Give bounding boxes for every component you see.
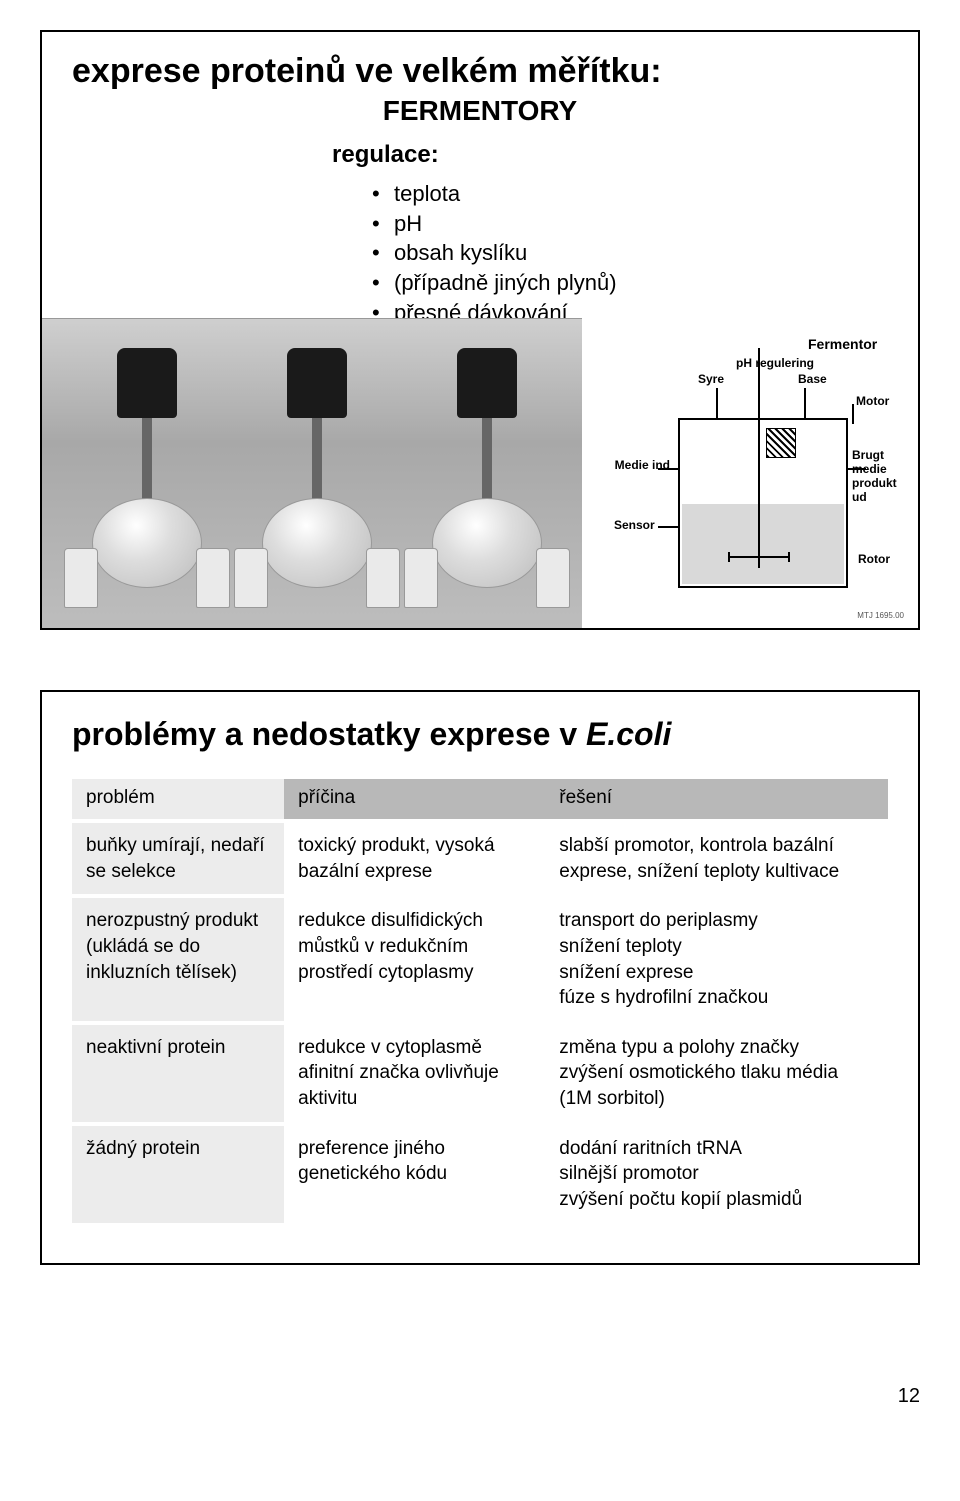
diagram-credit: MTJ 1695.00 [857,611,904,620]
fermentor-photo [42,318,582,628]
panel1-title: exprese proteinů ve velkém měřítku: [72,52,888,91]
diagram-label-rotor: Rotor [858,552,890,566]
cell-cause: toxický produkt, vysoká bazální exprese [284,821,545,896]
cell-problem: žádný protein [72,1124,284,1223]
panel1-subtitle: FERMENTORY [72,95,888,127]
th-problem: problém [72,779,284,821]
fermentor-diagram: Fermentor Syre pH regulering Base Motor … [608,328,908,618]
table-row: nerozpustný produkt (ukládá se do inkluz… [72,896,888,1023]
cell-solution: dodání raritních tRNAsilnější promotorzv… [545,1124,888,1223]
list-item: teplota [372,179,888,209]
cell-problem: neaktivní protein [72,1023,284,1124]
diagram-label-sensor: Sensor [614,518,655,532]
cell-problem: nerozpustný produkt (ukládá se do inkluz… [72,896,284,1023]
cell-solution: transport do periplasmysnížení teplotysn… [545,896,888,1023]
fermentor-unit [412,348,562,608]
table-row: žádný protein preference jiného genetick… [72,1124,888,1223]
th-solution: řešení [545,779,888,821]
panel2-title: problémy a nedostatky exprese v E.coli [72,716,888,753]
cell-cause: preference jiného genetického kódu [284,1124,545,1223]
diagram-label-fermentor: Fermentor [808,336,877,352]
th-cause: příčina [284,779,545,821]
page-number: 12 [0,1345,960,1428]
title-species: E.coli [586,716,671,752]
fermentor-unit [242,348,392,608]
regulation-list: teplota pH obsah kyslíku (případně jinýc… [372,179,888,327]
diagram-label-syre: Syre [698,372,724,386]
diagram-label-motor: Motor [856,394,889,408]
cell-cause: redukce v cytoplasměafinitní značka ovli… [284,1023,545,1124]
cell-cause: redukce disulfidických můstků v redukční… [284,896,545,1023]
problems-table: problém příčina řešení buňky umírají, ne… [72,779,888,1223]
list-item: obsah kyslíku [372,238,888,268]
diagram-heater [766,428,796,458]
cell-solution: slabší promotor, kontrola bazální expres… [545,821,888,896]
diagram-label-base: Base [798,372,827,386]
problems-panel: problémy a nedostatky exprese v E.coli p… [40,690,920,1265]
title-prefix: problémy a nedostatky exprese v [72,716,586,752]
cell-problem: buňky umírají, nedaří se selekce [72,821,284,896]
diagram-label-ph: pH regulering [736,356,814,370]
list-item: pH [372,209,888,239]
fermentor-unit [72,348,222,608]
diagram-vessel [678,418,848,588]
diagram-label-brugt: Brugt medie produkt ud [852,448,908,504]
table-row: buňky umírají, nedaří se selekce toxický… [72,821,888,896]
cell-solution: změna typu a polohy značkyzvýšení osmoti… [545,1023,888,1124]
table-row: neaktivní protein redukce v cytoplasměaf… [72,1023,888,1124]
regulation-label: regulace: [332,141,888,169]
fermentors-panel: exprese proteinů ve velkém měřítku: FERM… [40,30,920,630]
list-item: (případně jiných plynů) [372,268,888,298]
